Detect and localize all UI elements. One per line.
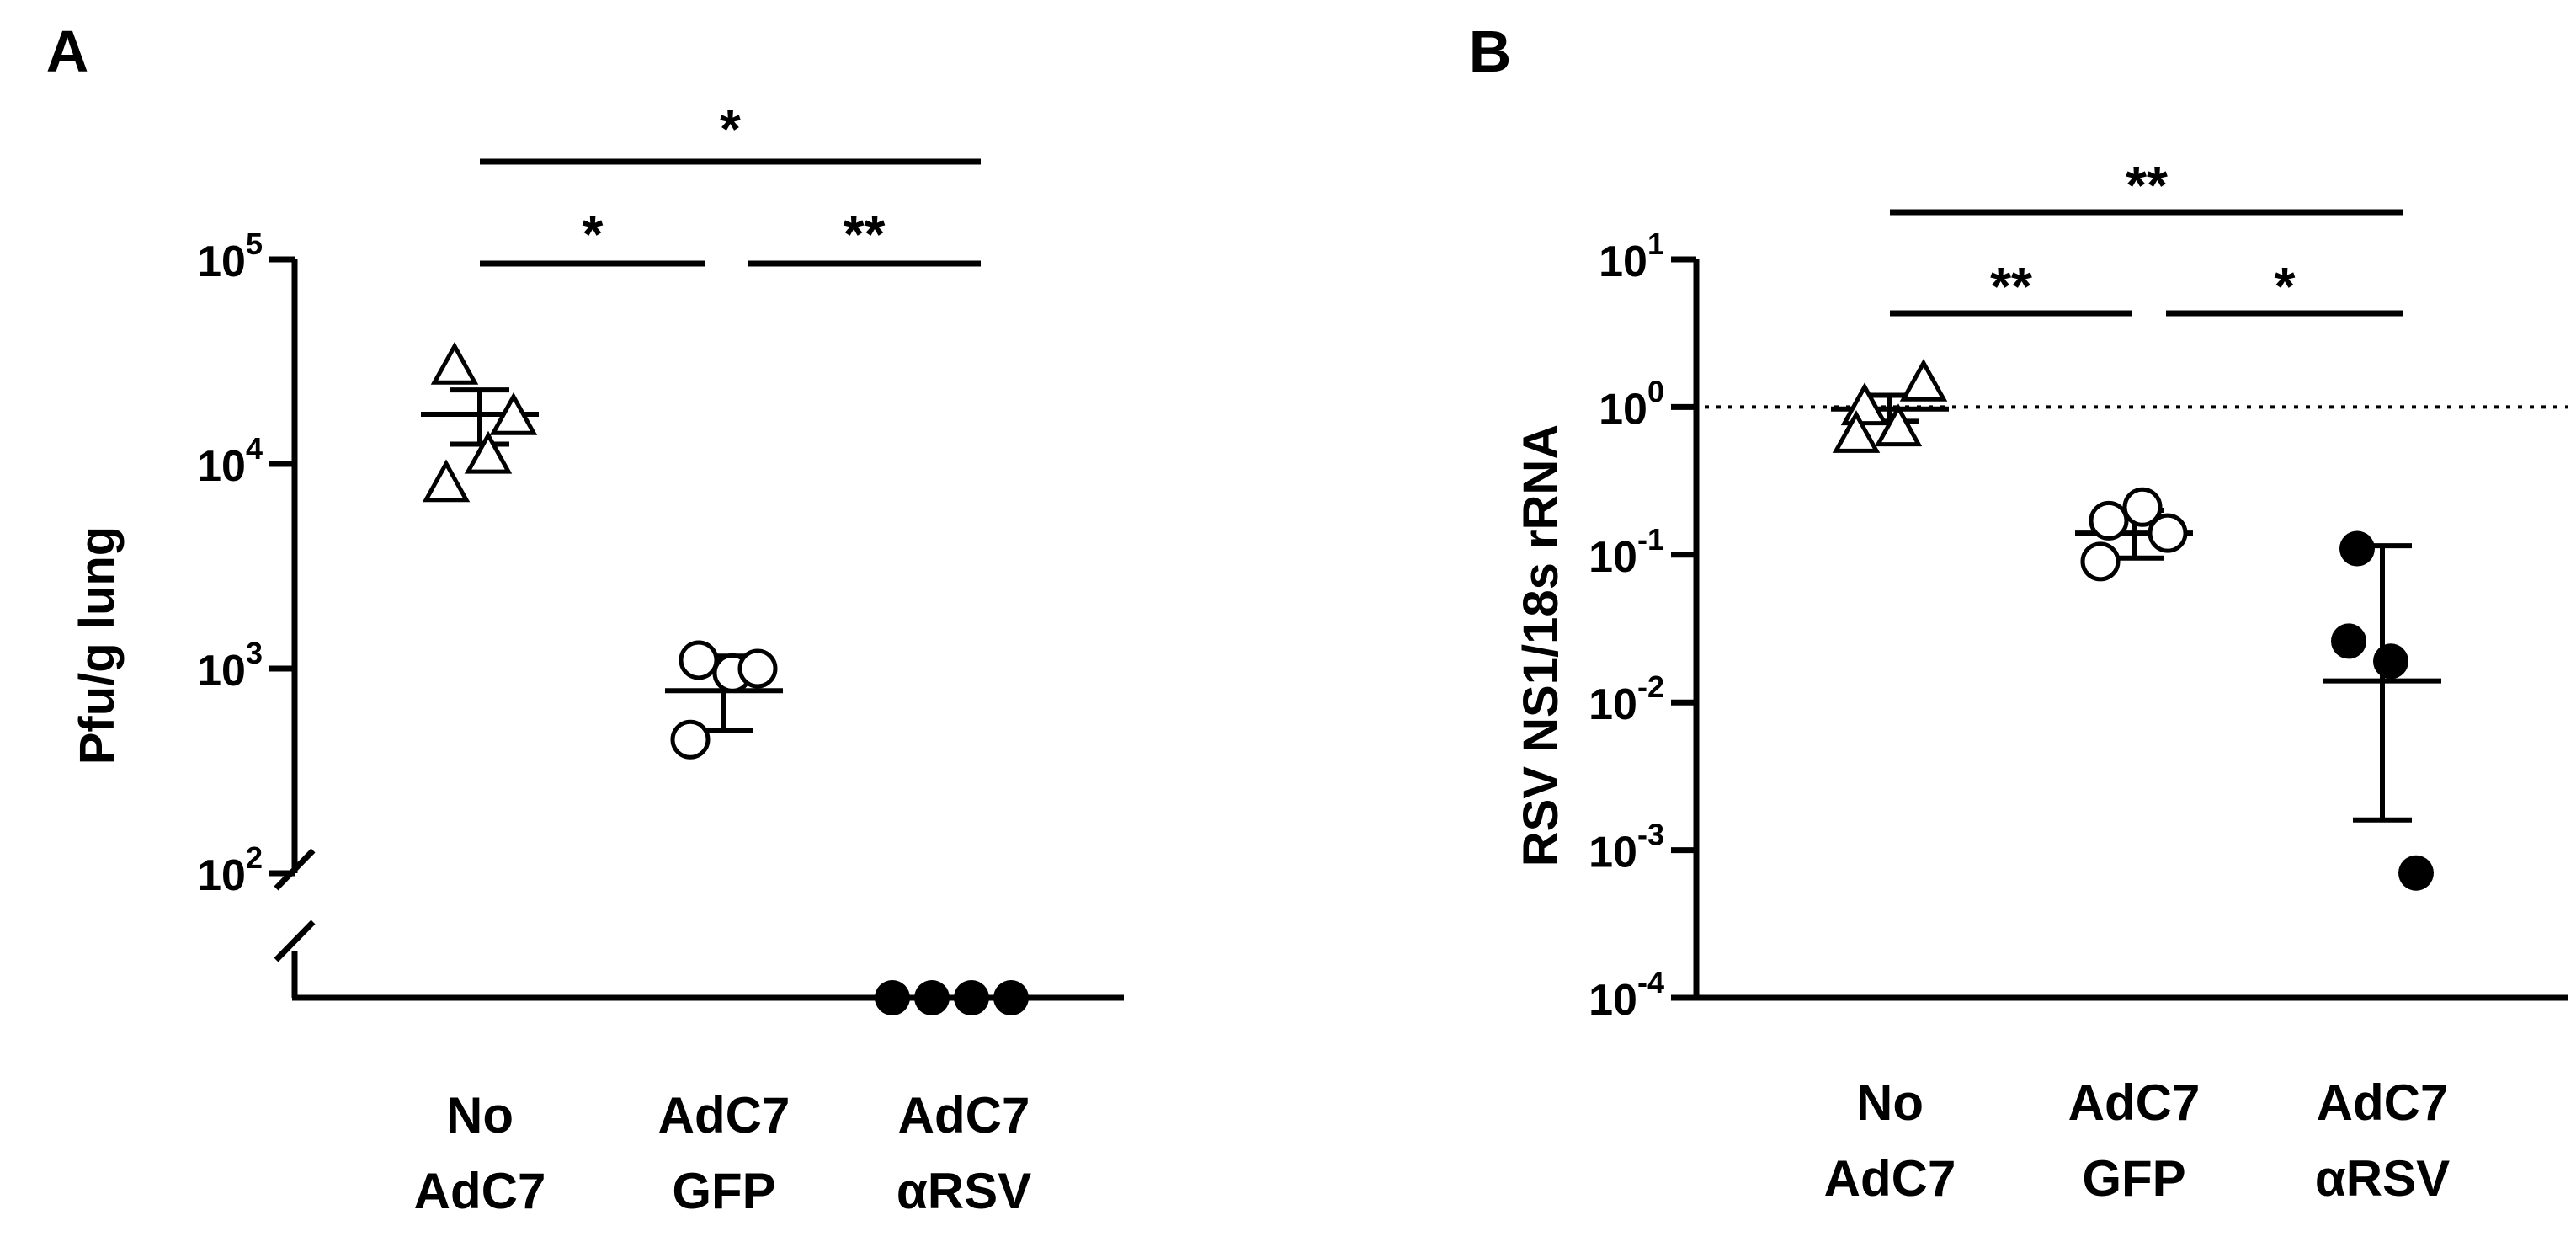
category-label: AdC7 bbox=[2068, 1074, 2201, 1131]
panel-label: B bbox=[1469, 19, 1512, 84]
y-tick-label: 104 bbox=[197, 431, 263, 491]
tick-exponent: 4 bbox=[246, 431, 263, 466]
data-point bbox=[464, 430, 513, 474]
tick-exponent: 5 bbox=[246, 227, 263, 261]
category-label: AdC7 bbox=[414, 1163, 546, 1219]
data-point bbox=[2122, 487, 2163, 527]
axis-break-mark bbox=[274, 920, 316, 962]
category-label: No bbox=[1856, 1074, 1924, 1131]
y-axis-label: RSV NS1/18s rRNA bbox=[1514, 424, 1568, 866]
tick-exponent: 0 bbox=[1647, 374, 1664, 408]
tick-base: 10 bbox=[197, 237, 246, 286]
significance-label: ** bbox=[2126, 155, 2168, 216]
y-tick-label: 10-3 bbox=[1589, 818, 1664, 877]
data-point bbox=[2339, 530, 2375, 567]
data-point bbox=[954, 980, 989, 1015]
y-tick-label: 10-1 bbox=[1589, 522, 1664, 582]
tick-base: 10 bbox=[1589, 533, 1637, 582]
tick-base: 10 bbox=[1599, 385, 1647, 434]
y-tick-label: 10-2 bbox=[1589, 669, 1664, 729]
tick-base: 10 bbox=[197, 851, 246, 900]
tick-exponent: -1 bbox=[1637, 522, 1664, 557]
data-point bbox=[430, 341, 479, 385]
tick-exponent: -2 bbox=[1637, 669, 1664, 704]
axis-break-mark bbox=[274, 848, 316, 891]
category-label: αRSV bbox=[897, 1163, 1031, 1219]
data-point bbox=[737, 648, 778, 689]
tick-exponent: 3 bbox=[246, 636, 263, 670]
tick-exponent: 2 bbox=[246, 840, 263, 875]
data-point bbox=[1874, 403, 1923, 447]
data-point bbox=[679, 640, 719, 680]
y-tick-label: 105 bbox=[197, 227, 263, 286]
category-label: No bbox=[446, 1087, 514, 1143]
tick-base: 10 bbox=[1589, 680, 1637, 729]
group-0 bbox=[1831, 358, 1949, 453]
group-1 bbox=[665, 640, 783, 760]
data-point bbox=[422, 459, 471, 503]
group-1 bbox=[2075, 487, 2193, 582]
data-point bbox=[1899, 358, 1948, 402]
tick-exponent: -3 bbox=[1637, 818, 1664, 852]
data-point bbox=[2331, 623, 2366, 659]
tick-base: 10 bbox=[1589, 829, 1637, 877]
tick-exponent: -4 bbox=[1637, 965, 1664, 999]
data-point bbox=[489, 392, 538, 435]
data-point bbox=[1832, 410, 1881, 453]
y-tick-label: 102 bbox=[197, 840, 263, 900]
significance-label: * bbox=[720, 99, 741, 159]
data-point bbox=[914, 980, 950, 1015]
data-point bbox=[670, 719, 711, 760]
tick-base: 10 bbox=[1589, 976, 1637, 1025]
data-point bbox=[2398, 855, 2434, 891]
data-point bbox=[2373, 643, 2408, 680]
category-label: AdC7 bbox=[658, 1087, 790, 1143]
data-point bbox=[2148, 513, 2188, 553]
data-point bbox=[2080, 541, 2121, 582]
y-tick-label: 10-4 bbox=[1589, 965, 1664, 1025]
category-label: AdC7 bbox=[1824, 1150, 1956, 1207]
category-label: αRSV bbox=[2315, 1150, 2450, 1207]
category-label: AdC7 bbox=[2317, 1074, 2449, 1131]
significance-label: ** bbox=[844, 204, 886, 264]
group-2 bbox=[2323, 530, 2441, 891]
category-label: AdC7 bbox=[898, 1087, 1030, 1143]
y-tick-label: 101 bbox=[1599, 227, 1664, 286]
panel-label: A bbox=[46, 19, 89, 84]
data-point bbox=[1840, 382, 1889, 426]
group-2 bbox=[875, 980, 1029, 1015]
y-axis-label: Pfu/g lung bbox=[70, 526, 125, 765]
group-0 bbox=[421, 341, 539, 503]
data-point bbox=[875, 980, 910, 1015]
y-tick-label: 100 bbox=[1599, 374, 1664, 434]
category-label: GFP bbox=[672, 1163, 775, 1219]
tick-exponent: 1 bbox=[1647, 227, 1664, 261]
tick-base: 10 bbox=[197, 442, 246, 491]
y-tick-label: 103 bbox=[197, 636, 263, 696]
tick-base: 10 bbox=[197, 647, 246, 696]
tick-base: 10 bbox=[1599, 237, 1647, 286]
significance-label: ** bbox=[1990, 256, 2032, 317]
category-label: GFP bbox=[2082, 1150, 2185, 1207]
significance-label: * bbox=[2275, 256, 2296, 317]
data-point bbox=[993, 980, 1029, 1015]
significance-label: * bbox=[583, 204, 604, 264]
data-point bbox=[2089, 500, 2129, 541]
